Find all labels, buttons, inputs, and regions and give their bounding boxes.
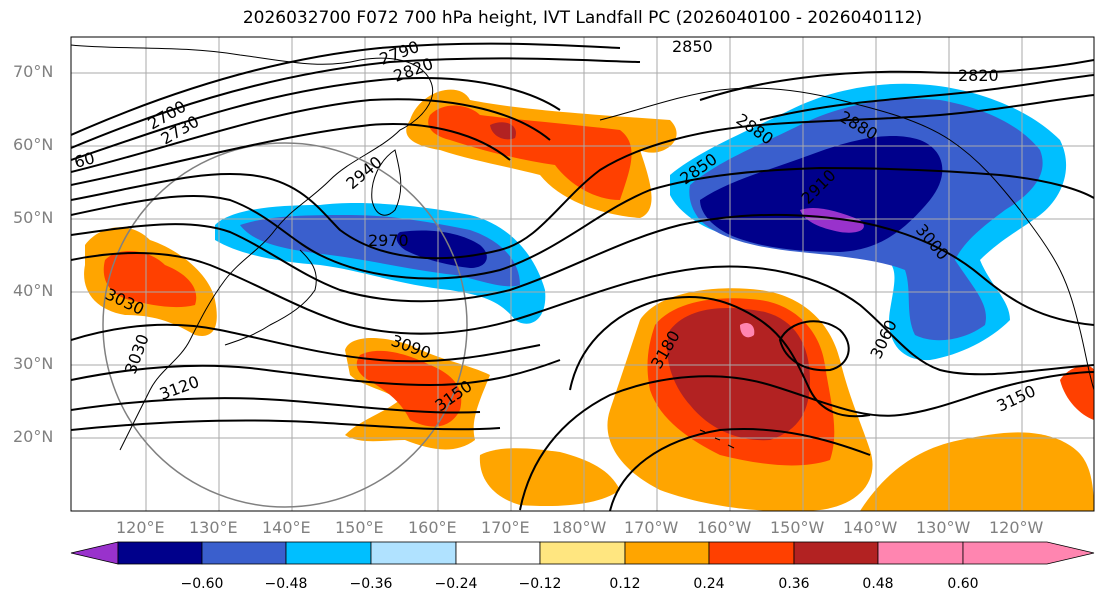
region-circle [102,142,468,508]
colorbar-swatch [285,541,372,565]
colorbar-tick-label: 0.36 [778,576,810,592]
lon-label: 170°E [481,518,530,537]
lon-label: 130°E [189,518,238,537]
coastline-asia [71,44,434,451]
lat-label: 50°N [13,208,54,227]
colorbar-swatch [370,541,457,565]
coastline-kamchatka [371,149,402,216]
coastlines [71,44,1094,451]
lat-label: 30°N [13,354,54,373]
anomaly-region-bering-peak [490,122,516,140]
lon-label: 160°W [697,518,752,537]
colorbar-tick-label: −0.36 [349,576,393,592]
colorbar-swatch [201,541,287,565]
lat-label: 60°N [13,135,54,154]
colorbar-swatch [455,541,541,565]
graticule [71,37,1094,511]
map-frame [70,36,1095,512]
anomaly-region-china-core [103,250,197,308]
colorbar-extend-right [962,541,1095,565]
lon-label: 140°E [262,518,311,537]
anomaly-region-westpac-core [356,350,462,427]
map-title: 2026032700 F072 700 hPa height, IVT Land… [242,8,923,28]
lon-label: 170°W [624,518,679,537]
coastline-alaska [599,87,1061,271]
map-area: 2790 2850 2820 2700 2730 2820 60 2880 28… [71,37,1094,511]
anomaly-region-kuril-core [396,230,487,268]
colorbar-tick-label: 0.12 [609,576,641,592]
colorbar-swatch [877,541,964,565]
lon-label: 120°W [989,518,1044,537]
contour-label: 60 [72,148,97,172]
anomaly-region-central-pacific-peak [667,307,810,441]
colorbar-swatch [539,541,626,565]
colorbar-tick-label: −0.60 [180,576,224,592]
anomaly-region-bering-core [428,105,632,200]
colorbar-tick-label: −0.24 [434,576,478,592]
lon-label: 120°E [116,518,165,537]
contour-label: 2850 [672,37,713,56]
colorbar-swatch [117,541,203,565]
colorbar-swatch [708,541,795,565]
anomaly-region-south-islands [479,448,620,507]
contour-label: 2820 [958,66,999,85]
colorbar [70,541,1095,565]
contour-label: 2970 [368,231,409,250]
lat-label: 70°N [13,62,54,81]
colorbar-tick-label: 0.24 [693,576,725,592]
colorbar-tick-label: −0.48 [264,576,308,592]
colorbar-tick-label: 0.60 [947,576,979,592]
colorbar-swatch [624,541,710,565]
coastline-hawaii [699,429,735,449]
anomaly-region-gulf-alaska-peak [800,208,864,233]
height-contours [71,42,1094,511]
colorbar-swatch [793,541,879,565]
colorbar-tick-label: 0.48 [862,576,894,592]
lat-label: 20°N [13,427,54,446]
lon-label: 140°W [843,518,898,537]
lon-label: 150°E [335,518,384,537]
positive-anomaly-regions [84,89,1094,511]
lon-label: 150°W [770,518,825,537]
anomaly-region-southeast [860,432,1094,511]
anomaly-region-gulf-alaska-core [700,135,943,252]
anomaly-region-central-pacific-max [740,323,755,338]
lon-label: 160°E [408,518,457,537]
colorbar-extend-left [70,541,119,565]
lon-label: 180°W [552,518,607,537]
anomaly-region-southeast-core [1060,365,1094,420]
lon-label: 130°W [916,518,971,537]
lat-label: 40°N [13,281,54,300]
colorbar-tick-label: −0.12 [518,576,562,592]
